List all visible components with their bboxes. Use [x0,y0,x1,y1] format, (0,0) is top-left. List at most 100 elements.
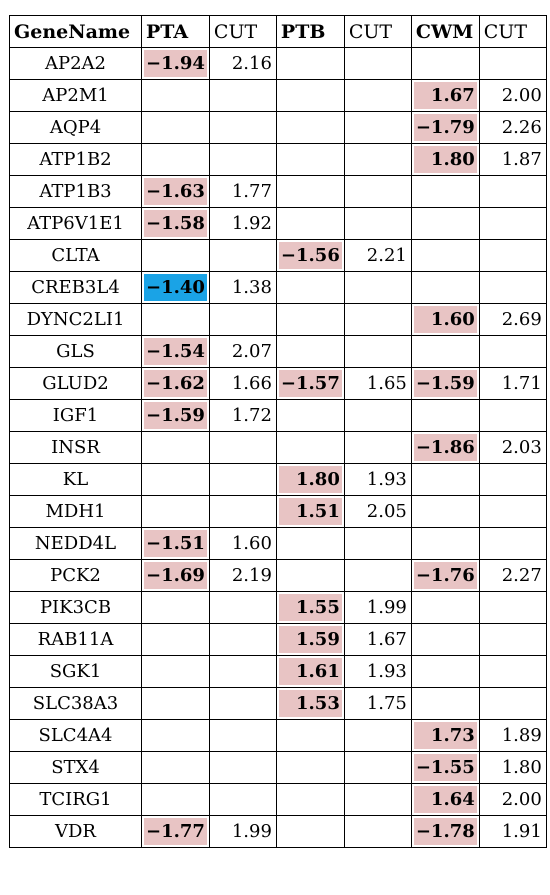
cwm-value-cell [410,591,480,624]
header-ptb: PTB [275,15,345,48]
table-row: MDH1 1.51 2.05 [9,495,547,528]
ptb-value-cell [275,527,345,560]
header-genename: GeneName [9,15,142,48]
gene-name-cell: IGF1 [9,399,142,432]
ptb-value-cell [275,271,345,304]
cwm-cut-cell: 1.71 [478,367,547,400]
cwm-cut-cell: 1.80 [478,751,547,784]
ptb-cut-cell [343,79,412,112]
pta-value-cell [141,687,210,720]
cwm-value-cell: 1.80 [410,143,480,176]
cwm-value-cell [410,623,480,656]
cwm-cut-cell [478,655,547,688]
cwm-cut-cell: 2.27 [478,559,547,592]
cwm-value-cell [410,527,480,560]
ptb-cut-cell [343,335,412,368]
pta-value-cell: −1.77 [141,815,210,848]
table-row: GLS −1.54 2.07 [9,335,547,368]
table-row: CREB3L4 −1.40 1.38 [9,271,547,304]
table-row: KL 1.80 1.93 [9,463,547,496]
gene-name-cell: VDR [9,815,142,848]
table-row: DYNC2LI1 1.60 2.69 [9,303,547,336]
pta-cut-cell [208,495,277,528]
pta-cut-cell [208,463,277,496]
ptb-value-cell: 1.61 [275,655,345,688]
table-row: RAB11A 1.59 1.67 [9,623,547,656]
pta-value-cell: −1.62 [141,367,210,400]
pta-cut-cell [208,431,277,464]
ptb-cut-cell [343,527,412,560]
ptb-cut-cell [343,751,412,784]
table-row: TCIRG1 1.64 2.00 [9,783,547,816]
cwm-value-cell [410,175,480,208]
pta-value-cell [141,143,210,176]
pta-value-cell: −1.59 [141,399,210,432]
gene-name-cell: RAB11A [9,623,142,656]
pta-cut-cell [208,623,277,656]
cwm-value-cell [410,47,480,80]
cwm-cut-cell [478,239,547,272]
ptb-cut-cell: 1.65 [343,367,412,400]
cwm-cut-cell [478,591,547,624]
cwm-value-cell: −1.78 [410,815,480,848]
cwm-cut-cell: 2.03 [478,431,547,464]
ptb-cut-cell [343,431,412,464]
ptb-value-cell: 1.59 [275,623,345,656]
table-row: AP2A2 −1.94 2.16 [9,47,547,80]
pta-value-cell: −1.94 [141,47,210,80]
pta-value-cell [141,495,210,528]
cwm-cut-cell: 2.00 [478,783,547,816]
pta-value-cell [141,655,210,688]
table-row: GLUD2 −1.62 1.66 −1.57 1.65 −1.59 1.71 [9,367,547,400]
pta-cut-cell: 1.99 [208,815,277,848]
cwm-value-cell: −1.76 [410,559,480,592]
pta-value-cell: −1.54 [141,335,210,368]
ptb-cut-cell [343,47,412,80]
pta-cut-cell [208,591,277,624]
ptb-value-cell [275,111,345,144]
pta-value-cell [141,719,210,752]
ptb-value-cell [275,303,345,336]
ptb-cut-cell: 2.21 [343,239,412,272]
cwm-cut-cell [478,207,547,240]
cwm-cut-cell: 1.91 [478,815,547,848]
ptb-value-cell: 1.51 [275,495,345,528]
ptb-cut-cell [343,175,412,208]
pta-value-cell: −1.40 [141,271,210,304]
gene-name-cell: SGK1 [9,655,142,688]
table-row: PIK3CB 1.55 1.99 [9,591,547,624]
table-row: IGF1 −1.59 1.72 [9,399,547,432]
ptb-value-cell [275,175,345,208]
ptb-value-cell [275,79,345,112]
ptb-cut-cell: 1.99 [343,591,412,624]
gene-name-cell: AP2A2 [9,47,142,80]
cwm-value-cell [410,463,480,496]
pta-cut-cell: 2.16 [208,47,277,80]
pta-value-cell [141,239,210,272]
ptb-value-cell [275,559,345,592]
cwm-value-cell [410,687,480,720]
pta-value-cell [141,623,210,656]
ptb-value-cell [275,335,345,368]
pta-cut-cell [208,751,277,784]
ptb-cut-cell [343,303,412,336]
gene-name-cell: ATP1B3 [9,175,142,208]
pta-value-cell: −1.51 [141,527,210,560]
cwm-cut-cell: 2.00 [478,79,547,112]
ptb-value-cell: −1.56 [275,239,345,272]
ptb-cut-cell [343,783,412,816]
pta-value-cell [141,79,210,112]
pta-value-cell [141,303,210,336]
cwm-value-cell [410,495,480,528]
table-row: VDR −1.77 1.99 −1.78 1.91 [9,815,547,848]
pta-value-cell [141,591,210,624]
ptb-value-cell [275,47,345,80]
ptb-cut-cell: 1.93 [343,655,412,688]
header-row: GeneName PTA CUT PTB CUT CWM CUT [9,15,547,48]
ptb-cut-cell [343,559,412,592]
cwm-cut-cell: 2.26 [478,111,547,144]
pta-cut-cell [208,783,277,816]
pta-value-cell [141,463,210,496]
pta-cut-cell [208,111,277,144]
cwm-value-cell: 1.60 [410,303,480,336]
